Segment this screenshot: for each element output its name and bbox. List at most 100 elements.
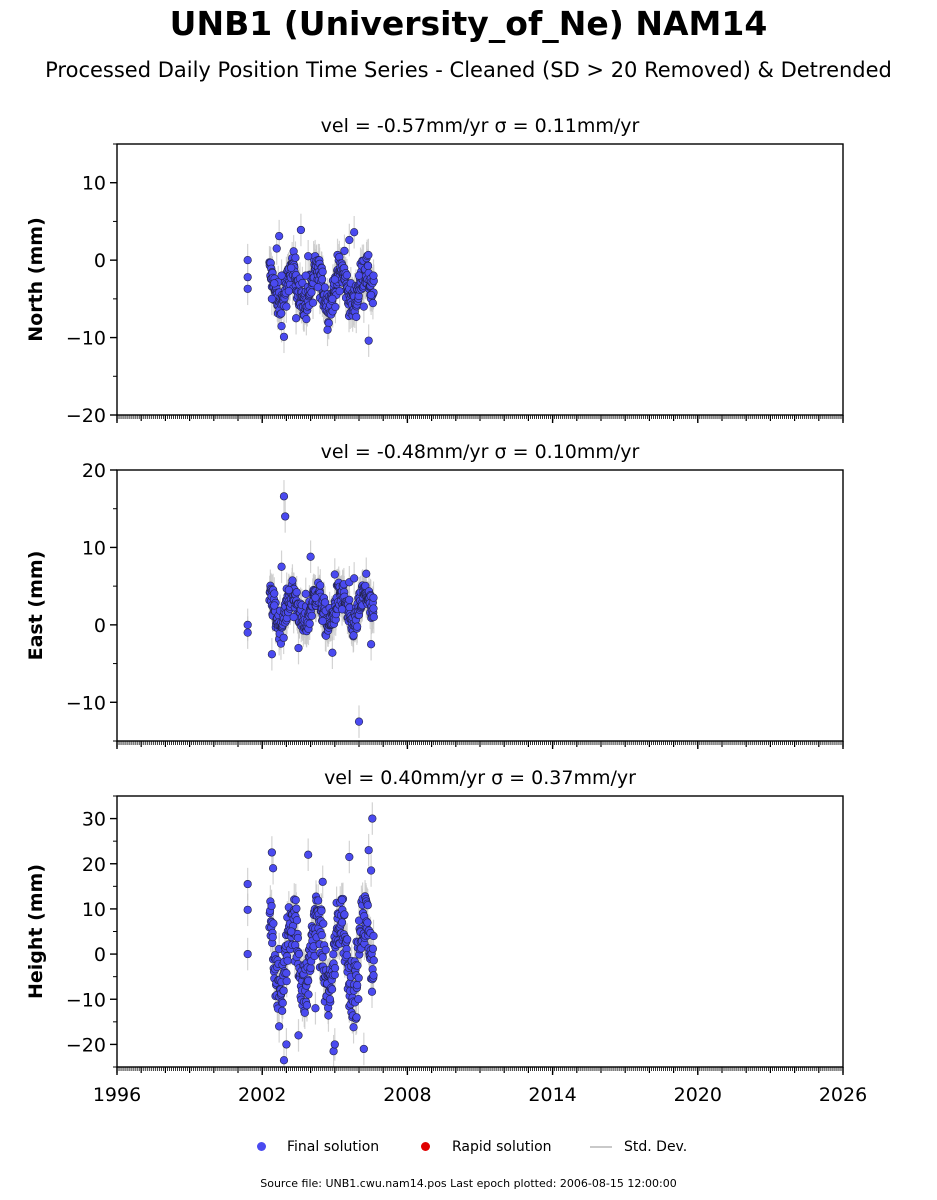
final-solution-point [317,906,326,915]
final-solution-point [352,312,361,321]
final-solution-point [277,309,286,318]
final-solution-point [324,1011,333,1020]
final-solution-point [282,976,291,986]
final-solution-point [289,613,298,622]
final-solution-point [288,576,297,585]
final-solution-point [317,275,327,284]
std-dev-line-icon [590,1146,612,1148]
final-solution-point [270,589,279,598]
final-solution-point [345,595,354,604]
final-solution-point [268,864,278,873]
final-solution-point [314,896,323,905]
final-solution-point [269,919,278,928]
legend: Final solution Rapid solution Std. Dev. [0,1137,937,1157]
plot-area [243,802,378,1067]
final-solution-point [317,931,326,940]
y-tick-label: 10 [82,537,106,559]
final-solution-point [367,987,377,996]
final-solution-point [301,589,310,598]
final-solution-point [287,927,296,936]
plot-area [243,213,378,357]
final-solution-point [282,302,291,311]
final-solution-point [300,1008,309,1017]
final-solution-point [330,275,339,284]
final-solution-point [281,512,290,521]
final-solution-point [291,896,300,905]
final-solution-point [337,605,347,614]
final-solution-point [363,901,372,910]
final-solution-point [331,302,340,312]
final-solution-point [306,552,315,561]
y-tick-label: 10 [82,173,106,195]
final-solution-point [243,628,252,637]
final-solution-point [275,1022,284,1031]
final-solution-point [307,611,316,620]
final-solution-point [270,601,279,610]
final-solution-point [369,612,378,622]
final-solution-point [327,985,337,994]
final-solution-point [319,919,328,928]
final-solution-point [352,1013,361,1022]
x-tick-label: 2008 [383,1084,431,1106]
final-solution-point [325,995,335,1004]
final-solution-point [294,1031,303,1040]
x-tick-label: 2014 [528,1084,576,1106]
final-solution-point [287,263,296,272]
final-solution-point [337,918,347,927]
final-solution-point [267,294,276,303]
final-solution-point [307,288,316,297]
final-solution-point [362,569,371,578]
final-solution-point [267,848,276,857]
final-solution-point [277,271,286,280]
final-solution-point [367,866,376,875]
final-solution-point [350,228,359,237]
final-solution-point [279,1056,289,1065]
plot-frame [116,469,844,742]
panel-title: vel = -0.48mm/yr σ = 0.10mm/yr [321,441,640,463]
final-solution-point [350,574,359,583]
final-solution-point [284,585,293,595]
y-tick-label: 20 [82,460,106,482]
final-solution-point [243,905,252,914]
final-solution-point [368,944,378,953]
final-solution-point [275,232,284,241]
final-solution-point [349,1023,358,1032]
plot-frame [116,795,844,1068]
y-tick-label: 0 [94,615,106,637]
y-tick-label: 10 [82,899,106,921]
final-solution-point [243,879,252,889]
final-solution-point [354,717,364,726]
final-solution-point [363,918,372,927]
final-solution-point [316,581,325,590]
panel-2: vel = -0.48mm/yr σ = 0.10mm/yr East (mm) −… [25,441,844,749]
final-solution-point [279,633,288,642]
final-solution-point [311,593,320,602]
x-tick-label: 1996 [93,1084,141,1106]
x-tick-label: 2020 [674,1084,722,1106]
final-solution-point [304,252,313,261]
legend-std-label: Std. Dev. [624,1139,688,1155]
final-solution-point [279,492,289,501]
final-solution-point [328,294,337,303]
y-tick-label: 0 [94,250,106,272]
final-solution-point [295,949,304,959]
final-solution-point [353,981,362,990]
final-solution-point [272,244,281,253]
final-solution-point [243,620,252,629]
final-solution-point [284,287,293,296]
chart-subtitle: Processed Daily Position Time Series - C… [45,58,892,82]
final-solution-point [301,271,310,280]
final-solution-point [359,1044,368,1054]
final-solution-point [282,1040,291,1049]
final-solution-point [302,315,311,324]
final-solution-point [277,322,286,331]
legend-final-label: Final solution [287,1139,380,1155]
final-solution-point [342,951,352,960]
final-solution-point [367,290,376,300]
final-solution-marker-icon [257,1142,266,1151]
y-tick-label: −10 [66,328,106,350]
final-solution-point [304,976,313,986]
final-solution-point [345,852,354,862]
x-tick-label: 2002 [238,1084,286,1106]
final-solution-point [270,279,279,288]
